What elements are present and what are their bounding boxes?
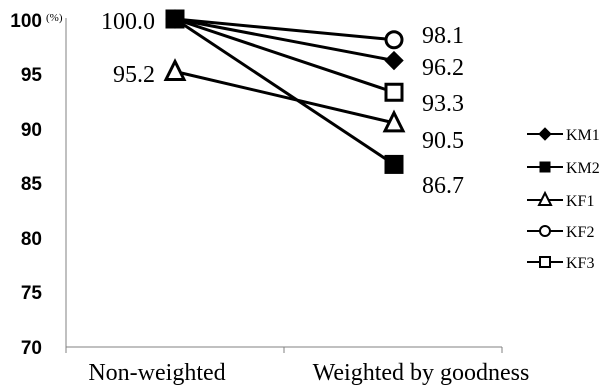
y-tick-label: 95 [21,65,43,86]
legend-item-km1: KM1 [527,127,600,144]
data-label: 100.0 [101,9,155,35]
data-point-km2 [165,9,185,29]
data-point-kf2 [384,30,404,50]
legend-item-km2: KM2 [527,160,600,177]
y-tick-label: 75 [21,283,43,304]
open-square-icon [539,256,551,268]
legend: KM1 KM2 KF1 KF2 KF3 [527,127,600,272]
data-label: 95.2 [113,62,155,88]
legend-item-kf2: KF2 [527,224,594,241]
x-category-label: Weighted by goodness [313,360,530,386]
series-line-kf2 [174,17,395,42]
y-tick-labels: 100 95 90 85 80 75 70 (%) [10,11,63,359]
series-line-kf1 [174,70,395,125]
x-category-label: Non-weighted [88,360,225,386]
data-label: 96.2 [422,55,464,81]
y-tick-label: 100 [10,11,42,32]
data-label: 98.1 [422,23,464,49]
series-line-km2 [174,17,395,166]
legend-item-kf3: KF3 [527,255,594,272]
series-markers [163,9,406,174]
legend-label: KF3 [566,255,594,272]
diamond-icon [538,127,552,141]
axes [65,18,503,353]
data-point-kf1 [382,109,406,133]
y-tick-label: 80 [21,229,42,250]
y-tick-label: 85 [21,174,43,195]
data-label: 86.7 [422,173,464,199]
data-point-km1 [384,50,404,71]
data-label: 90.5 [422,128,464,154]
y-tick-label: 90 [21,120,42,141]
legend-label: KM2 [566,160,600,177]
circle-icon [539,225,551,237]
series-lines [174,17,395,166]
y-unit-label: (%) [46,12,63,24]
filled-square-icon [539,161,551,173]
x-category-labels: Non-weighted Weighted by goodness [88,360,529,386]
legend-label: KF1 [566,193,594,210]
data-point-kf1 [163,58,187,81]
data-point-kf3 [384,82,404,102]
triangle-icon [537,190,553,206]
data-label: 93.3 [422,91,464,117]
legend-item-kf1: KF1 [527,190,594,210]
y-tick-label: 70 [21,338,42,359]
legend-label: KF2 [566,224,594,241]
data-labels: 100.0 95.2 98.1 96.2 93.3 90.5 86.7 [101,9,464,199]
series-line-km1 [174,17,395,63]
legend-label: KM1 [566,127,600,144]
data-point-km2 [384,154,404,174]
series-line-kf3 [174,17,395,94]
